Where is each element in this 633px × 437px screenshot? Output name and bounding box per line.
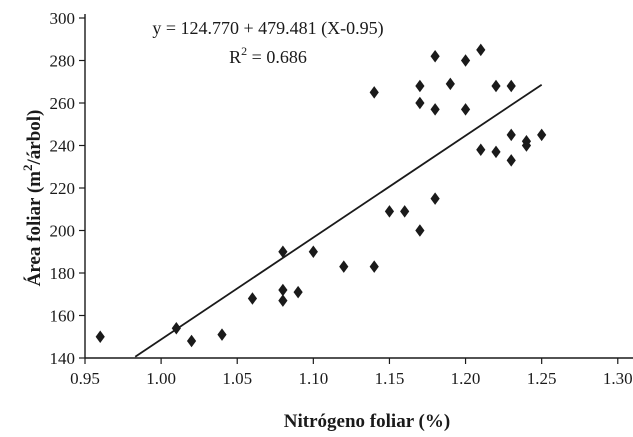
data-point xyxy=(384,205,395,218)
data-point xyxy=(415,96,425,110)
data-point xyxy=(186,334,197,348)
data-point xyxy=(278,283,288,297)
data-point xyxy=(445,77,455,91)
data-point xyxy=(460,54,471,67)
data-point xyxy=(171,322,181,335)
data-point xyxy=(247,292,258,305)
data-point xyxy=(278,245,288,258)
data-point xyxy=(369,260,379,273)
y-tick-label: 240 xyxy=(50,137,76,156)
x-axis-title: Nitrógeno foliar (%) xyxy=(284,411,450,432)
trendline-layer xyxy=(134,83,543,358)
y-tick-label: 260 xyxy=(50,94,76,113)
data-point xyxy=(430,50,440,63)
x-tick-label: 1.20 xyxy=(451,369,481,388)
x-tick-label: 0.95 xyxy=(70,369,100,388)
data-point xyxy=(293,285,303,299)
data-point xyxy=(460,103,471,116)
y-axis-title: Área foliar (m2/árbol) xyxy=(20,110,45,287)
data-point xyxy=(308,245,318,258)
data-point xyxy=(506,128,516,142)
y-tick-label: 140 xyxy=(50,349,76,368)
y-axis-title-tail: /árbol) xyxy=(24,110,45,166)
data-point xyxy=(400,205,410,218)
data-point xyxy=(521,135,532,148)
data-point xyxy=(476,143,486,156)
data-point xyxy=(415,224,425,237)
points-layer xyxy=(95,43,547,348)
y-tick-label: 200 xyxy=(50,222,76,241)
y-tick-label: 280 xyxy=(50,52,76,71)
data-point xyxy=(537,128,547,142)
r-squared-label: R xyxy=(229,47,241,67)
trendline xyxy=(134,83,543,358)
x-tick-label: 1.15 xyxy=(375,369,405,388)
data-point xyxy=(506,154,516,167)
y-axis-title-superscript: 2 xyxy=(20,165,35,172)
x-tick-label: 1.30 xyxy=(603,369,633,388)
data-point xyxy=(491,145,501,159)
x-tick-label: 1.25 xyxy=(527,369,557,388)
tick-labels-layer: 140 160 180 200 220 240 260 280 300 0.95 1.00 1.05 1… xyxy=(50,9,633,388)
y-tick-label: 180 xyxy=(50,264,76,283)
r-squared-superscript: 2 xyxy=(241,44,247,58)
y-axis-title-main: Área foliar (m xyxy=(23,171,45,287)
data-point xyxy=(415,79,425,93)
data-point xyxy=(95,330,105,343)
x-tick-label: 1.10 xyxy=(298,369,328,388)
data-point xyxy=(430,192,440,205)
r-squared-annotation: R2 = 0.686 xyxy=(229,44,307,67)
x-tick-label: 1.00 xyxy=(146,369,176,388)
r-squared-value: = 0.686 xyxy=(247,47,307,67)
regression-equation: y = 124.770 + 479.481 (X-0.95) xyxy=(152,18,383,39)
data-point xyxy=(476,43,486,57)
y-tick-label: 220 xyxy=(50,179,76,198)
data-point xyxy=(278,294,288,307)
y-tick-label: 300 xyxy=(50,9,76,28)
y-tick-label: 160 xyxy=(50,307,76,326)
data-point xyxy=(491,79,501,93)
data-point xyxy=(217,328,227,341)
x-tick-label: 1.05 xyxy=(222,369,252,388)
data-point xyxy=(369,86,379,99)
data-point xyxy=(506,79,516,93)
data-point xyxy=(430,103,440,116)
axes-layer xyxy=(79,14,633,364)
data-point xyxy=(339,260,349,273)
